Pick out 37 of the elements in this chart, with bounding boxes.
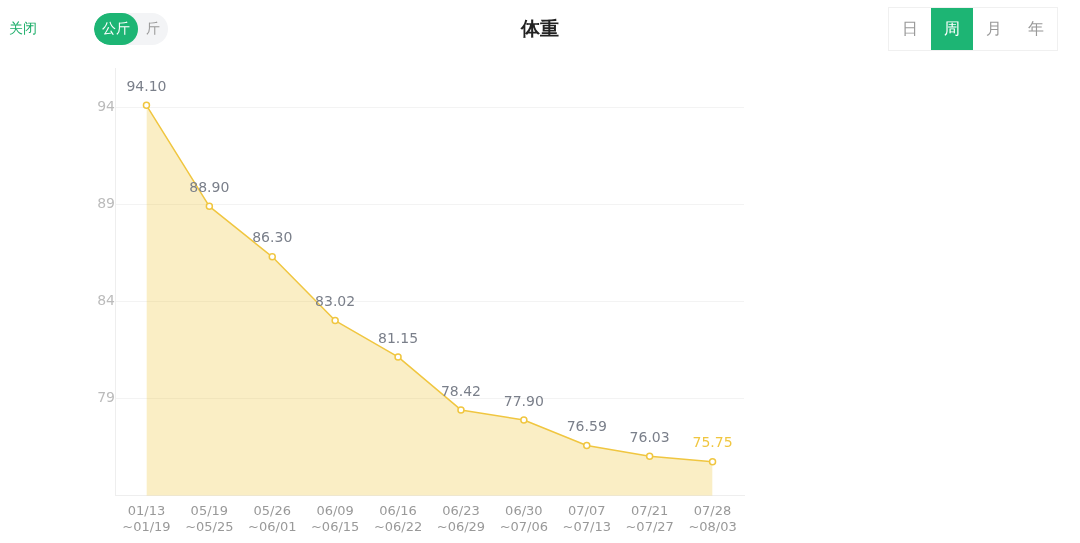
- y-tick-label: 84: [97, 292, 116, 309]
- x-tick-label: 06/30 ~07/06: [499, 502, 549, 534]
- period-tabs: 日 周 月 年: [888, 7, 1058, 51]
- x-tick-label: 05/26 ~06/01: [248, 502, 297, 534]
- x-tick-label: 07/28 ~08/03: [688, 502, 737, 534]
- data-label: 78.42: [440, 382, 481, 399]
- point: [708, 458, 717, 466]
- data-label: 76.03: [629, 429, 670, 445]
- point: [142, 101, 151, 110]
- y-tick-label: 79: [97, 389, 115, 406]
- point: [583, 441, 591, 450]
- data-label: 76.59: [566, 418, 607, 435]
- point: [331, 316, 339, 325]
- point: [394, 353, 402, 361]
- data-label: 81.15: [378, 329, 419, 346]
- unit-toggle: 公斤 斤: [94, 13, 168, 45]
- data-label: 75.75: [692, 434, 733, 451]
- data-label: 83.02: [315, 293, 356, 310]
- point: [268, 253, 276, 261]
- y-tick-label: 89: [97, 195, 115, 212]
- point: [520, 416, 528, 424]
- x-tick-label: 06/09 ~06/15: [310, 502, 360, 534]
- data-label: 86.30: [252, 229, 293, 246]
- x-tick-label: 05/19 ~05/25: [185, 502, 234, 534]
- chart-title: 体重: [521, 17, 559, 39]
- text: 关闭: [9, 20, 37, 38]
- point: [205, 202, 214, 211]
- data-label: 94.10: [126, 77, 167, 94]
- y-tick-label: 94: [97, 97, 116, 114]
- x-tick-label: 06/16 ~06/22: [373, 502, 423, 534]
- data-label: 77.90: [503, 392, 544, 409]
- x-tick-label: 07/07 ~07/13: [562, 502, 611, 534]
- point: [457, 406, 465, 414]
- point: [645, 452, 654, 461]
- x-tick-label: 07/21 ~07/27: [625, 502, 674, 534]
- x-tick-label: 01/13 ~01/19: [122, 502, 171, 534]
- x-tick-label: 06/23 ~06/29: [436, 502, 486, 534]
